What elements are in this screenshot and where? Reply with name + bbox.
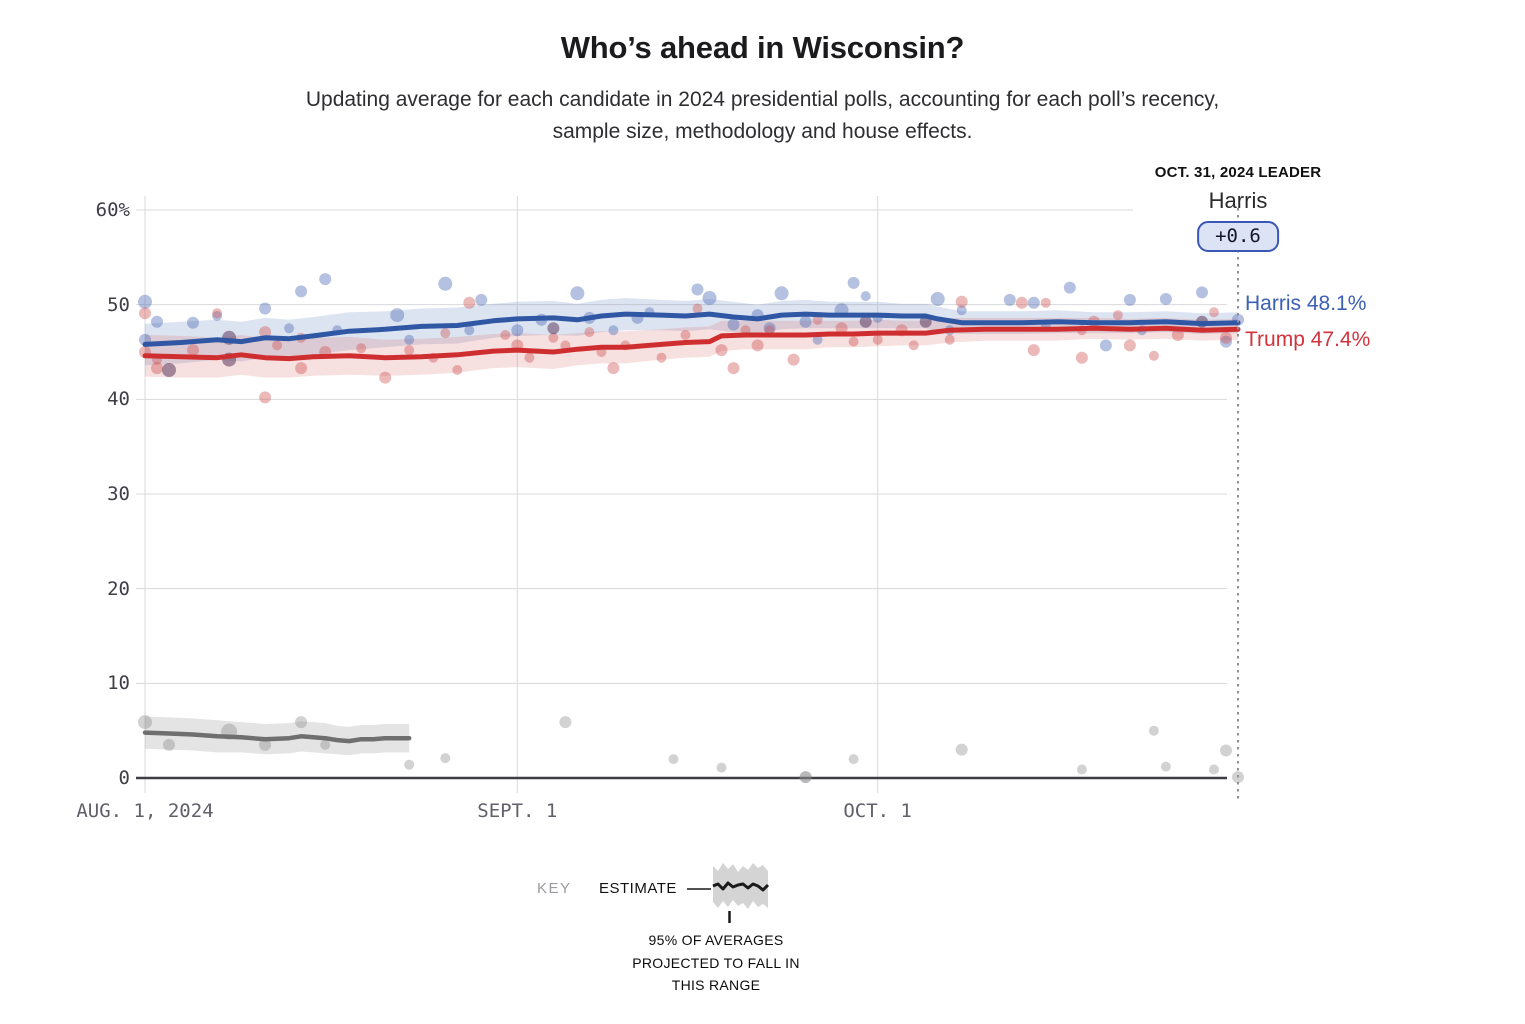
y-axis-tick-label: 20 <box>107 577 130 600</box>
y-axis-tick-label: 30 <box>107 482 130 505</box>
leader-name: Harris <box>1208 188 1268 213</box>
harris-endpoint-label: Harris 48.1% <box>1245 292 1367 315</box>
subtitle-line-2: sample size, methodology and house effec… <box>552 120 973 143</box>
trump-endpoint-label: Trump 47.4% <box>1245 328 1371 351</box>
key-caption-line-2: PROJECTED TO FALL IN <box>632 955 800 971</box>
estimate-label: ESTIMATE <box>599 880 677 897</box>
y-axis-tick-label: 40 <box>107 388 130 411</box>
key-label: KEY <box>537 880 572 897</box>
leader-heading: OCT. 31, 2024 LEADER <box>1154 164 1322 181</box>
x-axis-tick-label: AUG. 1, 2024 <box>76 800 214 822</box>
key-caption-line-1: 95% OF AVERAGES <box>648 932 784 948</box>
x-axis-tick-label: OCT. 1 <box>843 800 912 822</box>
x-axis-tick-label: SEPT. 1 <box>477 800 558 822</box>
leader-margin-badge: +0.6 <box>1197 221 1279 252</box>
y-axis-tick-label: 0 <box>118 767 130 789</box>
page-title: Who’s ahead in Wisconsin? <box>560 30 965 65</box>
y-axis-tick-label: 10 <box>107 672 130 695</box>
subtitle-line-1: Updating average for each candidate in 2… <box>305 88 1220 111</box>
y-axis-tick-label: 50 <box>107 293 130 316</box>
key-caption-line-3: THIS RANGE <box>671 977 761 993</box>
y-axis-tick-label: 60% <box>95 198 130 221</box>
